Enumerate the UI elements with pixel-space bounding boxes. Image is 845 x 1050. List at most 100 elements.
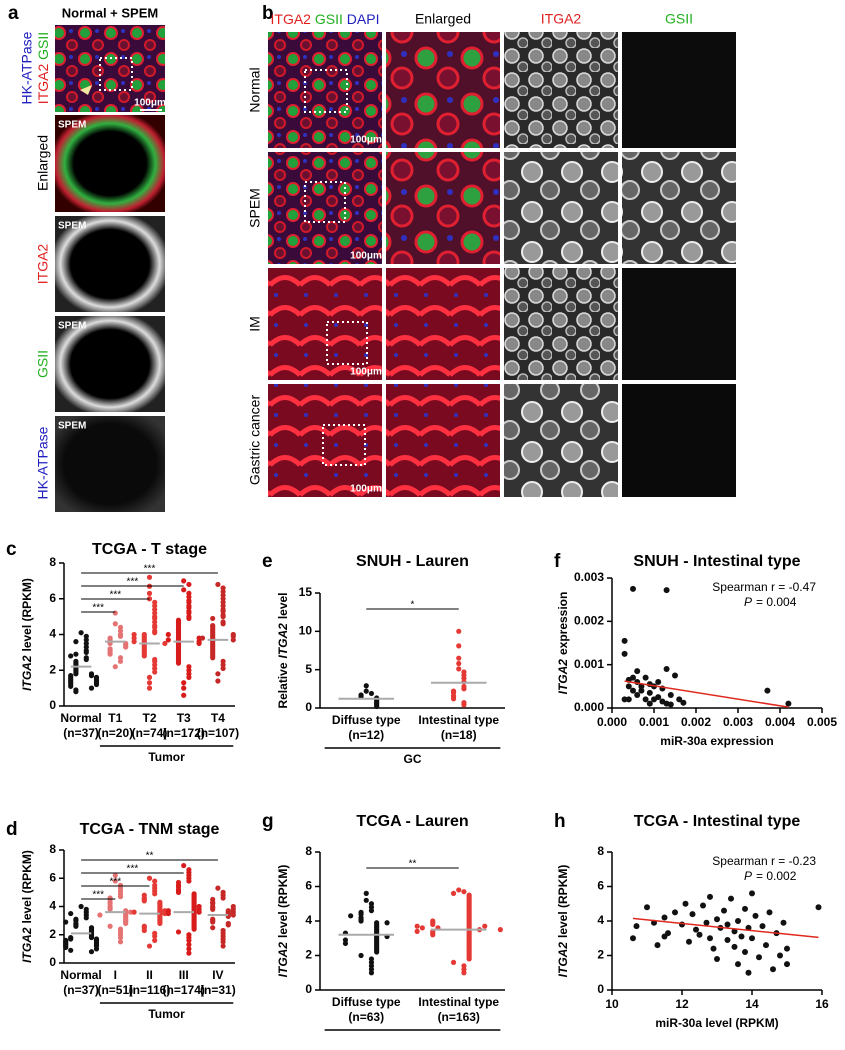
y-tick-label: 0 — [305, 982, 312, 996]
data-point — [186, 610, 192, 616]
data-point — [630, 687, 636, 694]
column-label: Enlarged — [415, 11, 471, 27]
panel-letter: e — [262, 551, 273, 572]
x-tick-label: T4 — [211, 711, 225, 725]
data-point — [186, 599, 192, 605]
data-point — [78, 630, 84, 636]
x-tick-label: T3 — [177, 711, 191, 725]
x-tick-label: 16 — [815, 997, 829, 1011]
data-point — [152, 606, 158, 613]
data-point — [210, 655, 216, 661]
data-point — [152, 624, 158, 630]
data-point — [117, 658, 124, 664]
data-point — [686, 938, 692, 945]
data-point — [152, 878, 158, 884]
count-label: (n=12) — [348, 728, 384, 742]
data-point — [210, 906, 216, 912]
x-tick-label: I — [114, 968, 117, 982]
data-point — [663, 587, 670, 594]
data-point — [165, 631, 171, 638]
fit-line — [632, 917, 819, 939]
data-point — [117, 628, 124, 634]
y-tick-label: 0.001 — [574, 657, 604, 671]
text-part: Relative — [276, 662, 290, 708]
data-point — [88, 934, 95, 941]
channel: ITGA2 — [35, 64, 51, 105]
text-part: P — [744, 595, 752, 609]
data-point — [230, 903, 236, 910]
x-tick-label: 0.002 — [681, 715, 711, 729]
data-point — [358, 952, 364, 959]
data-point — [220, 662, 226, 668]
data-point — [73, 651, 79, 657]
data-point — [625, 696, 632, 703]
y-tick-label: 6 — [49, 591, 56, 605]
data-point — [186, 950, 192, 956]
x-tick-label: Normal — [60, 711, 101, 725]
data-point — [721, 907, 727, 914]
panel-letter: f — [554, 551, 561, 572]
y-tick-label: 6 — [305, 879, 312, 893]
count-label: (n=107) — [197, 726, 239, 740]
text-part: level (RPKM) — [276, 865, 290, 938]
data-point — [419, 925, 425, 931]
data-point — [107, 651, 113, 657]
data-point — [646, 689, 653, 696]
row-label: Enlarged — [35, 135, 51, 191]
data-point — [679, 921, 685, 928]
data-point — [141, 898, 147, 904]
data-point — [363, 683, 369, 689]
y-tick-label: 0 — [49, 955, 56, 969]
data-point — [663, 666, 670, 672]
data-point — [661, 933, 668, 940]
data-point — [152, 933, 158, 939]
chart-title: TCGA - T stage — [92, 541, 207, 558]
data-point — [414, 923, 420, 929]
data-point — [117, 624, 124, 630]
data-point — [210, 919, 216, 925]
significance-label: *** — [144, 564, 156, 575]
data-point — [756, 954, 762, 961]
data-point — [210, 925, 216, 931]
row-label: SPEM — [247, 188, 263, 228]
text-part: = 0.002 — [756, 869, 797, 883]
data-point — [450, 959, 457, 966]
data-point — [784, 945, 790, 952]
data-point — [181, 680, 187, 686]
x-tick-label: Normal — [60, 968, 101, 982]
data-point — [146, 574, 153, 580]
x-tick-label: 0.001 — [639, 715, 669, 729]
data-point — [152, 891, 158, 897]
data-point — [199, 635, 206, 641]
data-point — [112, 872, 118, 879]
data-point — [220, 939, 226, 945]
data-point — [676, 696, 683, 703]
count-label: (n=20) — [97, 726, 133, 740]
text-part: ITGA2 — [276, 942, 290, 978]
data-point — [68, 910, 74, 917]
data-point — [672, 909, 678, 916]
chart-title: TCGA - Lauren — [356, 813, 468, 830]
data-point — [146, 685, 153, 691]
y-tick-label: 5 — [305, 662, 312, 676]
data-point — [374, 703, 380, 710]
count-label: (n=51) — [97, 983, 133, 997]
text-part: = 0.004 — [756, 595, 797, 609]
data-point — [146, 680, 153, 686]
data-point — [368, 690, 375, 697]
data-point — [175, 660, 182, 666]
count-label: (n=37) — [63, 983, 99, 997]
data-point — [181, 692, 187, 698]
channel: DAPI — [347, 11, 380, 27]
significance-label: *** — [92, 890, 104, 901]
x-tick-label: Diffuse type — [332, 713, 401, 727]
text-part: level (RPKM) — [20, 850, 34, 923]
count-label: (n=163) — [438, 1010, 480, 1024]
data-point — [634, 668, 641, 675]
data-point — [342, 940, 349, 947]
data-point — [667, 692, 674, 698]
data-point — [117, 633, 124, 639]
y-axis-label: ITGA2 level (RPKM) — [276, 865, 290, 978]
y-tick-label: 2 — [305, 948, 312, 962]
panel-letter: b — [262, 3, 274, 24]
